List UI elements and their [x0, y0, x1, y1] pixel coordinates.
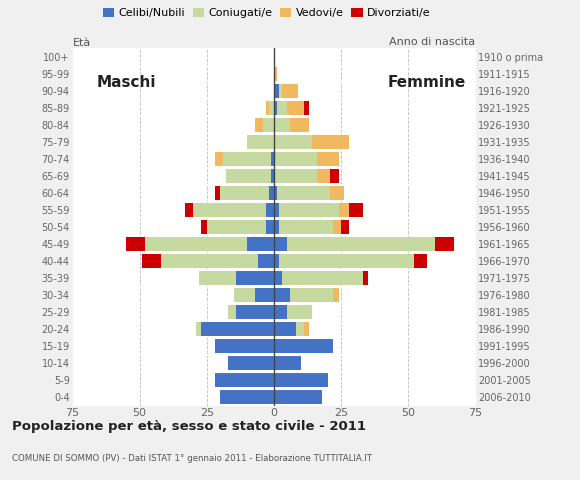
- Bar: [317, 169, 331, 183]
- Bar: [142, 254, 161, 268]
- Bar: [274, 84, 280, 97]
- Bar: [274, 390, 322, 404]
- Bar: [296, 322, 303, 336]
- Bar: [339, 203, 349, 217]
- Bar: [215, 152, 223, 166]
- Bar: [274, 254, 280, 268]
- Bar: [201, 220, 207, 234]
- Bar: [237, 305, 274, 319]
- Bar: [145, 237, 247, 251]
- Text: Popolazione per età, sesso e stato civile - 2011: Popolazione per età, sesso e stato civil…: [12, 420, 365, 433]
- Bar: [274, 220, 280, 234]
- Bar: [193, 203, 266, 217]
- Bar: [274, 169, 317, 183]
- Bar: [331, 186, 344, 200]
- Bar: [255, 118, 263, 132]
- Bar: [269, 101, 274, 115]
- Bar: [201, 322, 274, 336]
- Bar: [274, 322, 296, 336]
- Bar: [269, 186, 274, 200]
- Bar: [274, 135, 311, 149]
- Bar: [274, 288, 290, 302]
- Bar: [196, 322, 201, 336]
- Bar: [161, 254, 258, 268]
- Bar: [331, 169, 339, 183]
- Bar: [274, 237, 288, 251]
- Text: Età: Età: [72, 38, 90, 48]
- Bar: [274, 118, 290, 132]
- Bar: [215, 373, 274, 387]
- Bar: [274, 186, 277, 200]
- Bar: [290, 288, 333, 302]
- Bar: [266, 220, 274, 234]
- Bar: [290, 118, 309, 132]
- Bar: [226, 169, 271, 183]
- Bar: [271, 152, 274, 166]
- Bar: [274, 356, 301, 370]
- Text: Femmine: Femmine: [388, 74, 466, 90]
- Bar: [288, 237, 435, 251]
- Bar: [266, 101, 269, 115]
- Bar: [126, 237, 145, 251]
- Bar: [333, 288, 339, 302]
- Bar: [414, 254, 427, 268]
- Bar: [263, 118, 274, 132]
- Bar: [435, 237, 454, 251]
- Bar: [274, 203, 280, 217]
- Bar: [207, 220, 266, 234]
- Bar: [215, 186, 220, 200]
- Text: COMUNE DI SOMMO (PV) - Dati ISTAT 1° gennaio 2011 - Elaborazione TUTTITALIA.IT: COMUNE DI SOMMO (PV) - Dati ISTAT 1° gen…: [12, 454, 372, 463]
- Bar: [288, 101, 303, 115]
- Bar: [199, 271, 237, 285]
- Bar: [349, 203, 362, 217]
- Bar: [186, 203, 193, 217]
- Bar: [274, 67, 277, 81]
- Bar: [362, 271, 368, 285]
- Text: Anno di nascita: Anno di nascita: [390, 37, 476, 47]
- Bar: [280, 220, 333, 234]
- Bar: [266, 203, 274, 217]
- Legend: Celibi/Nubili, Coniugati/e, Vedovi/e, Divorziati/e: Celibi/Nubili, Coniugati/e, Vedovi/e, Di…: [99, 3, 435, 23]
- Bar: [282, 271, 362, 285]
- Bar: [229, 305, 237, 319]
- Text: Maschi: Maschi: [96, 74, 156, 90]
- Bar: [271, 169, 274, 183]
- Bar: [333, 220, 341, 234]
- Bar: [229, 356, 274, 370]
- Bar: [215, 339, 274, 353]
- Bar: [247, 135, 274, 149]
- Bar: [311, 135, 349, 149]
- Bar: [274, 152, 317, 166]
- Bar: [341, 220, 349, 234]
- Bar: [280, 203, 339, 217]
- Bar: [247, 237, 274, 251]
- Bar: [237, 271, 274, 285]
- Bar: [255, 288, 274, 302]
- Bar: [274, 373, 328, 387]
- Bar: [220, 186, 269, 200]
- Bar: [303, 322, 309, 336]
- Bar: [280, 254, 414, 268]
- Bar: [258, 254, 274, 268]
- Bar: [303, 101, 309, 115]
- Bar: [223, 152, 271, 166]
- Bar: [274, 271, 282, 285]
- Bar: [220, 390, 274, 404]
- Bar: [282, 84, 298, 97]
- Bar: [277, 101, 288, 115]
- Bar: [234, 288, 255, 302]
- Bar: [317, 152, 339, 166]
- Bar: [277, 186, 331, 200]
- Bar: [280, 84, 282, 97]
- Bar: [274, 305, 288, 319]
- Bar: [288, 305, 311, 319]
- Bar: [274, 101, 277, 115]
- Bar: [274, 339, 333, 353]
